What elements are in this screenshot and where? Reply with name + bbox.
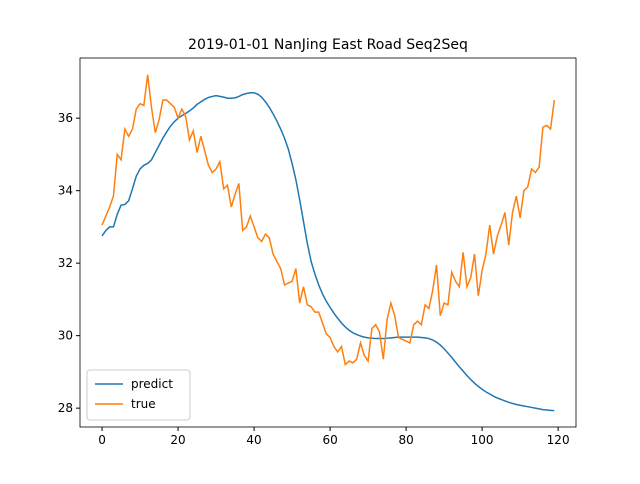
chart-title: 2019-01-01 NanJing East Road Seq2Seq [188,37,468,53]
x-tick-label: 40 [246,433,261,447]
line-series [101,74,556,367]
legend-label: predict [131,377,173,391]
y-tick-label: 34 [58,184,73,198]
y-tick-label: 30 [58,329,73,343]
y-tick-label: 28 [58,401,73,415]
x-tick-label: 60 [322,433,337,447]
y-tick-label: 36 [58,111,73,125]
y-tick-label: 32 [58,256,73,270]
x-tick-label: 0 [98,433,106,447]
line-series [101,92,555,412]
x-tick-label: 120 [547,433,570,447]
legend: predict true [86,369,191,421]
legend-label: true [131,397,156,411]
x-tick-label: 100 [471,433,494,447]
x-tick-label: 80 [398,433,413,447]
plot-frame [79,57,577,428]
x-tick-label: 20 [170,433,185,447]
legend-box [86,369,191,421]
